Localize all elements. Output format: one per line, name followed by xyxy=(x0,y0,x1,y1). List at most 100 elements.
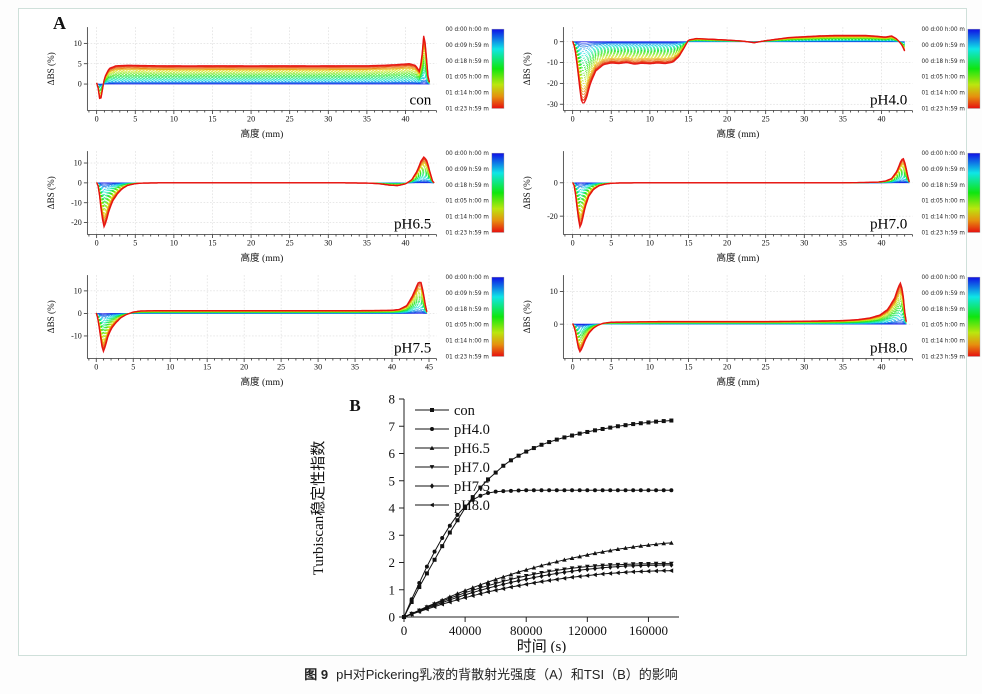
curve-fan xyxy=(95,281,428,354)
svg-text:15: 15 xyxy=(203,363,211,372)
svg-text:10: 10 xyxy=(170,115,178,124)
svg-text:40: 40 xyxy=(401,239,409,248)
caption-text: pH对Pickering乳液的背散射光强度（A）和TSI（B）的影响 xyxy=(336,667,678,682)
legend-label: con xyxy=(454,403,476,419)
axis-labels: 0 5 10 15 20 25 30 35 40 10 0 -10 -20 高度 (mm) ΔBS (%) p… xyxy=(46,159,431,264)
svg-text:0: 0 xyxy=(95,239,99,248)
colorbar: 00 d:00 h:00 m 00 d:09 h:59 m 00 d:18 h:59… xyxy=(922,275,981,360)
figure-caption: 图 9 pH对Pickering乳液的背散射光强度（A）和TSI（B）的影响 xyxy=(0,664,982,683)
legend-label: pH6.5 xyxy=(454,441,490,457)
axis-labels: 0 5 10 15 20 25 30 35 40 0 -20 高度 (mm) ΔBS (%) pH7.0 xyxy=(522,176,908,264)
svg-text:01 d:23 h:59 m: 01 d:23 h:59 m xyxy=(922,354,966,360)
svg-text:25: 25 xyxy=(762,239,770,248)
bs-subplot-ph8-0: 0 5 10 15 20 25 30 35 40 10 0 高度 (mm) ΔBS (%) pH8.0 00… xyxy=(519,269,982,389)
svg-text:00 d:00 h:00 m: 00 d:00 h:00 m xyxy=(922,275,966,281)
svg-text:01 d:23 h:59 m: 01 d:23 h:59 m xyxy=(446,354,490,360)
svg-text:0: 0 xyxy=(78,80,82,89)
svg-text:5: 5 xyxy=(133,115,137,124)
svg-text:01 d:05 h:00 m: 01 d:05 h:00 m xyxy=(922,323,966,329)
curve-fan xyxy=(96,155,435,229)
svg-text:30: 30 xyxy=(800,363,808,372)
colorbar: 00 d:00 h:00 m 00 d:09 h:59 m 00 d:18 h:59… xyxy=(446,275,505,360)
axes xyxy=(83,27,437,115)
svg-text:10: 10 xyxy=(646,363,654,372)
legend-label: pH4.0 xyxy=(454,422,490,438)
svg-text:高度 (mm): 高度 (mm) xyxy=(716,376,759,388)
figure-panel: A 0 5 10 15 20 25 30 35 40 0 5 10 高度 (mm) ΔBS (%) con 0… xyxy=(18,8,981,656)
axis-labels: 0 1 2 3 4 5 6 7 8 0 40000 80000 120000 160000 时间 (s) Tu… xyxy=(310,392,668,654)
curve-fan xyxy=(572,34,906,104)
axes xyxy=(83,275,437,363)
legend: con pH4.0 pH6.5 pH7.0 pH7.5 pH8.0 xyxy=(415,403,490,514)
svg-text:15: 15 xyxy=(684,363,692,372)
svg-text:00 d:18 h:59 m: 00 d:18 h:59 m xyxy=(446,59,490,65)
svg-text:10: 10 xyxy=(74,286,82,295)
svg-text:高度 (mm): 高度 (mm) xyxy=(240,252,283,264)
svg-text:01 d:05 h:00 m: 01 d:05 h:00 m xyxy=(922,75,966,81)
colorbar: 00 d:00 h:00 m 00 d:09 h:59 m 00 d:18 h:59… xyxy=(922,27,981,112)
curve-fan xyxy=(572,281,907,354)
svg-text:00 d:00 h:00 m: 00 d:00 h:00 m xyxy=(446,27,490,33)
svg-text:2: 2 xyxy=(389,555,396,570)
svg-text:01 d:23 h:59 m: 01 d:23 h:59 m xyxy=(922,106,966,112)
svg-text:高度 (mm): 高度 (mm) xyxy=(240,128,283,140)
svg-text:40: 40 xyxy=(401,115,409,124)
svg-text:0: 0 xyxy=(389,610,396,625)
svg-text:00 d:09 h:59 m: 00 d:09 h:59 m xyxy=(922,43,966,49)
svg-text:0: 0 xyxy=(95,115,99,124)
svg-text:7: 7 xyxy=(389,419,396,434)
svg-text:25: 25 xyxy=(762,115,770,124)
series-con xyxy=(402,418,674,619)
svg-text:20: 20 xyxy=(240,363,248,372)
svg-text:10: 10 xyxy=(646,239,654,248)
curve-fan xyxy=(96,35,431,100)
bs-subplot-con: 0 5 10 15 20 25 30 35 40 0 5 10 高度 (mm) ΔBS (%) con 00 … xyxy=(43,21,507,141)
svg-text:-10: -10 xyxy=(71,332,82,341)
axis-labels: 0 5 10 15 20 25 30 35 40 0 5 10 高度 (mm) ΔBS (%) con xyxy=(46,39,432,140)
svg-text:ΔBS (%): ΔBS (%) xyxy=(522,52,532,85)
bs-chart-svg: 0 5 10 15 20 25 30 35 40 10 0 -10 -20 高度 (mm) ΔBS (%) p… xyxy=(46,151,505,264)
svg-text:8: 8 xyxy=(389,392,396,407)
svg-text:35: 35 xyxy=(839,115,847,124)
svg-text:高度 (mm): 高度 (mm) xyxy=(716,252,759,264)
svg-text:10: 10 xyxy=(550,287,558,296)
svg-text:35: 35 xyxy=(363,115,371,124)
svg-text:0: 0 xyxy=(571,239,575,248)
svg-text:00 d:18 h:59 m: 00 d:18 h:59 m xyxy=(446,307,490,313)
svg-text:10: 10 xyxy=(166,363,174,372)
axes xyxy=(559,27,913,115)
svg-text:5: 5 xyxy=(133,239,137,248)
bs-chart-svg: 0 5 10 15 20 25 30 35 40 0 5 10 高度 (mm) ΔBS (%) con 00 … xyxy=(46,27,505,140)
svg-text:0: 0 xyxy=(78,178,82,187)
svg-text:40: 40 xyxy=(877,239,885,248)
axis-labels: 0 5 10 15 20 25 30 35 40 45 10 0 -10 高度 (mm) ΔBS (%) pH… xyxy=(46,286,433,387)
axes xyxy=(559,151,913,239)
svg-text:0: 0 xyxy=(571,115,575,124)
svg-text:00 d:00 h:00 m: 00 d:00 h:00 m xyxy=(922,27,966,33)
svg-text:ΔBS (%): ΔBS (%) xyxy=(46,52,56,85)
svg-text:4: 4 xyxy=(389,501,396,516)
svg-text:01 d:14 h:00 m: 01 d:14 h:00 m xyxy=(446,339,490,345)
svg-text:10: 10 xyxy=(74,159,82,168)
svg-text:00 d:00 h:00 m: 00 d:00 h:00 m xyxy=(922,151,966,157)
colorbar: 00 d:00 h:00 m 00 d:09 h:59 m 00 d:18 h:59… xyxy=(446,27,505,112)
svg-text:15: 15 xyxy=(208,239,216,248)
svg-text:01 d:14 h:00 m: 01 d:14 h:00 m xyxy=(922,215,966,221)
svg-text:25: 25 xyxy=(286,239,294,248)
svg-text:25: 25 xyxy=(286,115,294,124)
svg-text:01 d:05 h:00 m: 01 d:05 h:00 m xyxy=(446,199,490,205)
axis-labels: 0 5 10 15 20 25 30 35 40 10 0 高度 (mm) ΔBS (%) pH8.0 xyxy=(522,287,908,388)
svg-text:-10: -10 xyxy=(547,58,558,67)
tsi-plot: 0 1 2 3 4 5 6 7 8 0 40000 80000 120000 160000 时间 (s) Tu… xyxy=(291,383,709,653)
svg-text:5: 5 xyxy=(609,115,613,124)
svg-text:160000: 160000 xyxy=(629,623,668,638)
panel-a-label: A xyxy=(53,13,66,33)
bs-subplot-ph4-0: 0 5 10 15 20 25 30 35 40 0 -10 -20 -30 高度 (mm) ΔBS (%)… xyxy=(519,21,982,141)
bs-subplot-ph7-0: 0 5 10 15 20 25 30 35 40 0 -20 高度 (mm) ΔBS (%) pH7.0 0… xyxy=(519,145,982,265)
svg-text:15: 15 xyxy=(684,115,692,124)
svg-text:5: 5 xyxy=(609,239,613,248)
svg-text:01 d:23 h:59 m: 01 d:23 h:59 m xyxy=(446,230,490,236)
svg-text:30: 30 xyxy=(800,115,808,124)
svg-text:00 d:09 h:59 m: 00 d:09 h:59 m xyxy=(446,291,490,297)
